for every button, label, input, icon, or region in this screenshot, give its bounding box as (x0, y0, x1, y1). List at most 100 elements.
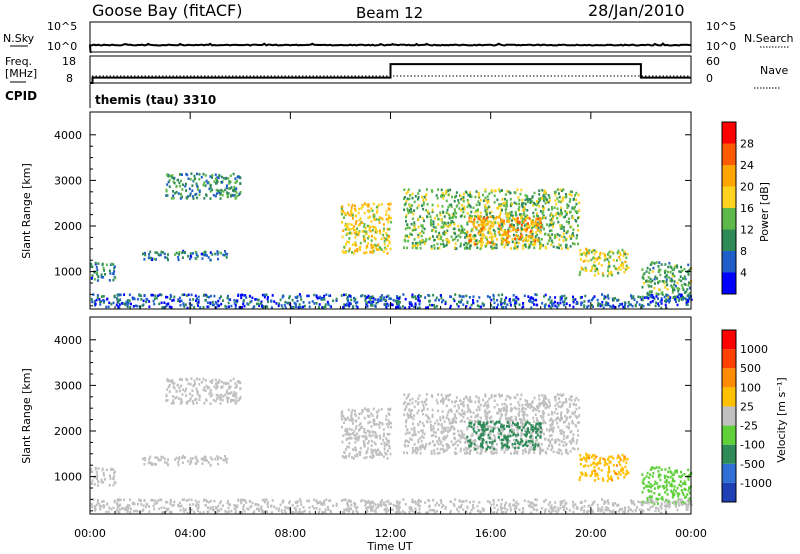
velocity-cell (518, 418, 521, 421)
velocity-cell (533, 503, 535, 507)
velocity-cell (532, 429, 534, 432)
power-cell (204, 250, 207, 254)
velocity-cell (219, 402, 222, 405)
power-cell (214, 177, 217, 180)
power-cell (430, 229, 433, 232)
velocity-cell (449, 429, 452, 432)
power-cell (565, 302, 568, 305)
velocity-cell (211, 393, 214, 397)
power-cell (423, 227, 426, 231)
power-cell (641, 268, 644, 271)
velocity-cell (660, 468, 663, 471)
power-cell (242, 294, 245, 297)
velocity-cell (453, 442, 456, 446)
power-cell (440, 235, 443, 239)
power-cell (539, 224, 542, 228)
velocity-cell (367, 501, 370, 504)
velocity-cell (209, 402, 212, 405)
power-cell (556, 197, 559, 200)
power-cell (91, 300, 94, 304)
velocity-cell (560, 394, 563, 397)
velocity-cell (411, 446, 414, 450)
power-cell (566, 211, 569, 214)
power-cell (533, 303, 535, 306)
power-cell (477, 200, 480, 203)
power-cell (535, 214, 538, 217)
power-cell (502, 233, 504, 237)
velocity-cell (464, 446, 467, 450)
velocity-cell (663, 500, 666, 504)
power-cell (526, 197, 529, 201)
velocity-cell (347, 445, 350, 449)
velocity-cell (688, 502, 691, 506)
power-cell (406, 223, 409, 226)
power-cell (651, 294, 654, 297)
power-cell (627, 301, 630, 304)
velocity-cell (107, 510, 110, 514)
power-cell (516, 245, 519, 248)
power-cell (481, 237, 484, 240)
power-cell (540, 238, 543, 241)
power-cell (350, 214, 353, 217)
velocity-cell (432, 430, 435, 434)
power-cell (325, 293, 328, 296)
power-cell (671, 268, 674, 272)
power-cell (667, 295, 670, 299)
velocity-cell (503, 436, 506, 440)
velocity-cell (387, 425, 390, 429)
velocity-cell (183, 510, 186, 513)
power-cell (619, 251, 621, 255)
velocity-cell (413, 443, 416, 446)
velocity-cell (472, 427, 475, 431)
velocity-cell (531, 443, 534, 447)
power-cell (612, 252, 615, 255)
power-cell (678, 297, 681, 300)
power-cell (407, 239, 410, 243)
power-cell (174, 253, 177, 256)
power-cell (404, 306, 407, 310)
power-cell (487, 200, 490, 203)
power-cell (424, 242, 426, 245)
power-cell (647, 276, 650, 279)
power-cell (424, 239, 427, 243)
velocity-cell (541, 421, 544, 425)
power-cell (470, 195, 473, 198)
velocity-data-layer (90, 377, 693, 515)
velocity-cell (497, 436, 500, 439)
velocity-cell (463, 420, 466, 423)
velocity-cell (387, 441, 390, 445)
power-cell (477, 208, 479, 211)
velocity-cell (225, 461, 228, 464)
power-cell (284, 306, 287, 309)
power-cell (470, 210, 473, 214)
velocity-cell (528, 449, 531, 453)
power-cell (511, 202, 514, 206)
power-cell (572, 295, 574, 299)
power-cell (410, 222, 413, 226)
power-cell (179, 197, 182, 200)
power-cell (407, 188, 410, 191)
velocity-cell (404, 502, 407, 506)
power-cell (466, 242, 469, 246)
power-cell (597, 272, 600, 275)
power-cell (408, 235, 410, 239)
velocity-cell (143, 463, 146, 466)
power-cell (648, 293, 651, 296)
power-cell (214, 306, 217, 310)
velocity-cell (493, 399, 496, 403)
velocity-cell (677, 494, 680, 498)
velocity-cell (457, 406, 460, 410)
power-cell (479, 233, 482, 237)
velocity-cell (477, 396, 480, 400)
velocity-cell (544, 401, 547, 404)
power-cell (506, 241, 509, 244)
power-cell (455, 247, 458, 250)
power-cell (585, 255, 588, 258)
power-cell (432, 235, 434, 238)
velocity-cell (523, 410, 526, 414)
velocity-cell (486, 428, 489, 431)
power-cell (296, 296, 299, 299)
power-cell (548, 239, 551, 243)
velocity-cell (168, 383, 171, 387)
velocity-cell (90, 470, 93, 474)
